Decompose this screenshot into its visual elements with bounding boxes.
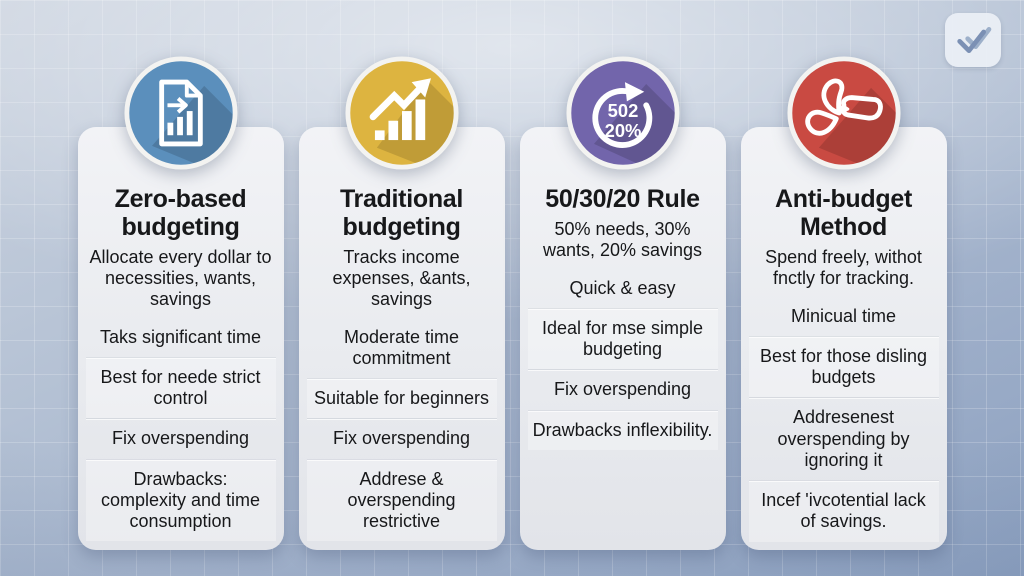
card-rows: Taks significant time Best for neede str…: [85, 318, 276, 542]
budget-card-anti-budget: Anti-budget Method Spend freely, withot …: [740, 55, 947, 550]
card-row-fix: Fix overspending: [85, 418, 276, 458]
check-badge: [945, 13, 1001, 67]
card-description: 50% needs, 30% wants, 20% savings: [542, 219, 703, 260]
card-title: Zero-based budgeting: [114, 185, 247, 241]
card-rows: Quick & easy Ideal for mse simple budget…: [527, 269, 718, 450]
card-row-drawbacks: Drawbacks inflexibility.: [527, 409, 718, 450]
budget-card-50-30-20: 502 20% 50/30/20 Rule 50% needs, 30% wan…: [519, 55, 726, 550]
card-row-drawbacks: Addrese & overspending restrictive: [306, 458, 497, 542]
card-row-fix: Fix overspending: [306, 418, 497, 458]
card-panel: Anti-budget Method Spend freely, withot …: [740, 127, 947, 550]
card-description: Spend freely, withot fnctly for tracking…: [765, 247, 922, 288]
card-row-fix: Fix overspending: [527, 369, 718, 409]
card-row-best-for: Best for those disling budgets: [748, 335, 939, 398]
card-row-drawbacks: Drawbacks: complexity and time consumpti…: [85, 458, 276, 542]
card-row-time: Moderate time commitment: [343, 326, 460, 368]
icon-text-line1: 502: [607, 100, 638, 121]
budget-card-zero-based: Zero-based budgeting Allocate every doll…: [77, 55, 284, 550]
card-panel: Traditional budgeting Tracks income expe…: [298, 127, 505, 550]
card-row-time: Minicual time: [790, 305, 897, 326]
document-chart-icon: [123, 55, 239, 171]
card-row-best-for: Suitable for beginners: [306, 378, 497, 419]
card-row-best-for: Best for neede strict control: [85, 356, 276, 419]
double-check-icon: [957, 27, 992, 53]
card-panel: 50/30/20 Rule 50% needs, 30% wants, 20% …: [519, 127, 726, 550]
card-row-time: Taks significant time: [99, 326, 262, 347]
card-row-drawbacks: Incef 'ivcotential lack of savings.: [748, 480, 939, 542]
budget-card-traditional: Traditional budgeting Tracks income expe…: [298, 55, 505, 550]
card-title: Anti-budget Method: [775, 185, 912, 241]
card-rows: Minicual time Best for those disling bud…: [748, 297, 939, 542]
card-description: Allocate every dollar to necessities, wa…: [89, 247, 272, 309]
money-hand-icon: [786, 55, 902, 171]
budget-cards-row: Zero-based budgeting Allocate every doll…: [0, 55, 1024, 550]
card-row-time: Quick & easy: [569, 277, 676, 298]
card-panel: Zero-based budgeting Allocate every doll…: [77, 127, 284, 550]
card-row-fix: Addresenest overspending by ignoring it: [748, 397, 939, 480]
card-title: 50/30/20 Rule: [545, 185, 700, 213]
icon-text-line2: 20%: [604, 120, 641, 141]
card-row-best-for: Ideal for mse simple budgeting: [527, 307, 718, 370]
cycle-percent-icon: 502 20%: [565, 55, 681, 171]
card-rows: Moderate time commitment Suitable for be…: [306, 318, 497, 542]
card-description: Tracks income expenses, &ants, savings: [332, 247, 471, 309]
growth-chart-icon: [344, 55, 460, 171]
card-title: Traditional budgeting: [339, 185, 464, 241]
